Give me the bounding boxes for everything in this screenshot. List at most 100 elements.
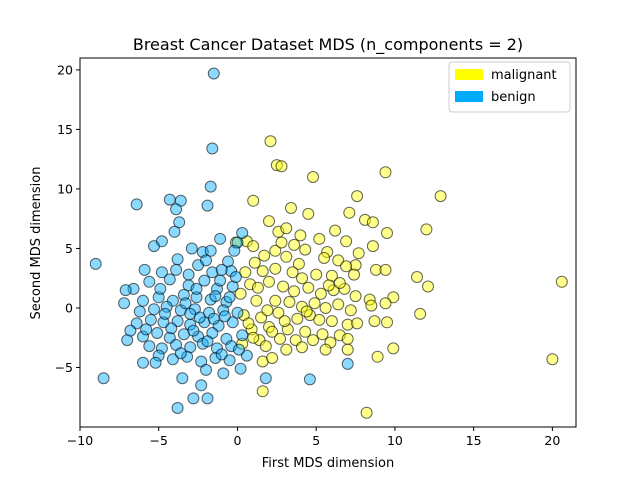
data-point-malignant [340, 260, 353, 273]
plot-frame [79, 57, 577, 428]
data-point-malignant [322, 279, 335, 292]
data-point-malignant [269, 294, 282, 307]
data-point-malignant [379, 297, 392, 310]
data-point-benign [226, 316, 239, 329]
data-point-malignant [422, 280, 434, 293]
data-point-benign [204, 180, 217, 193]
x-tick-label: 0 [233, 433, 241, 448]
data-point-benign [217, 367, 230, 380]
data-point-benign [240, 349, 253, 362]
data-point-benign [155, 342, 168, 355]
data-point-malignant [366, 240, 379, 253]
data-point-benign [223, 291, 236, 304]
y-tick-label: −5 [55, 360, 73, 375]
data-point-malignant [302, 281, 315, 294]
data-point-benign [195, 379, 208, 392]
data-point-malignant [272, 306, 285, 319]
data-point-benign [184, 307, 197, 320]
data-point-malignant [319, 343, 332, 356]
data-point-malignant [352, 247, 365, 260]
data-point-benign [201, 392, 214, 405]
data-point-benign [176, 372, 189, 385]
data-point-malignant [555, 275, 568, 288]
data-point-malignant [280, 250, 293, 263]
data-point-malignant [314, 287, 327, 300]
data-point-malignant [340, 235, 353, 248]
data-point-malignant [349, 290, 362, 303]
data-point-malignant [256, 265, 269, 278]
data-point-malignant [266, 325, 279, 338]
data-point-benign [206, 142, 219, 155]
data-point-malignant [348, 268, 360, 281]
data-point-malignant [387, 342, 400, 355]
data-point-benign [259, 372, 272, 385]
data-point-benign [154, 282, 167, 295]
legend: malignant benign [448, 61, 571, 113]
data-point-benign [303, 373, 316, 386]
data-point-benign [203, 306, 216, 319]
data-point-benign [170, 263, 183, 276]
data-point-malignant [370, 263, 382, 276]
data-point-malignant [351, 317, 364, 330]
data-point-malignant [269, 244, 282, 257]
data-point-malignant [325, 315, 338, 328]
data-point-malignant [321, 246, 334, 258]
legend-label-malignant: malignant [491, 68, 557, 83]
y-tick-label: 15 [57, 122, 73, 137]
data-point-malignant [546, 353, 559, 366]
data-point-malignant [247, 331, 260, 344]
data-point-malignant [341, 332, 354, 345]
x-tick-label: −10 [67, 433, 93, 448]
data-point-benign [218, 310, 231, 323]
data-point-malignant [365, 299, 378, 312]
data-point-malignant [280, 343, 293, 356]
data-point-benign [130, 198, 143, 211]
data-point-benign [198, 274, 211, 287]
data-point-benign [160, 300, 173, 313]
data-point-malignant [299, 325, 312, 338]
data-point-benign [173, 216, 186, 229]
data-point-benign [182, 268, 195, 281]
y-tick-label: 5 [65, 241, 73, 256]
data-point-malignant [332, 254, 345, 267]
data-point-benign [211, 342, 223, 355]
legend-swatch-malignant [455, 69, 483, 80]
data-point-malignant [434, 190, 447, 203]
x-tick-label: 15 [466, 433, 482, 448]
data-point-malignant [263, 275, 275, 288]
data-point-benign [97, 372, 110, 385]
y-axis-label: Second MDS dimension [29, 167, 44, 320]
data-point-malignant [259, 340, 272, 353]
data-point-malignant [283, 296, 296, 308]
data-point-benign [140, 323, 153, 336]
data-point-benign [137, 330, 149, 343]
data-point-benign [200, 254, 212, 267]
data-point-malignant [247, 194, 260, 207]
data-point-malignant [381, 227, 393, 239]
data-point-malignant [294, 229, 307, 242]
data-point-malignant [261, 304, 274, 317]
x-tick-label: 20 [544, 433, 560, 448]
data-point-malignant [414, 307, 427, 320]
data-point-benign [181, 350, 194, 363]
data-point-benign [163, 193, 176, 206]
data-point-malignant [263, 215, 275, 228]
data-point-malignant [258, 249, 271, 262]
data-point-malignant [366, 216, 379, 229]
data-point-benign [236, 329, 249, 342]
data-point-malignant [242, 317, 255, 330]
data-point-malignant [349, 259, 362, 272]
data-point-malignant [286, 266, 299, 279]
data-point-malignant [411, 271, 423, 283]
data-point-benign [215, 348, 228, 361]
data-point-malignant [275, 160, 288, 173]
data-point-benign [174, 347, 187, 360]
data-point-malignant [316, 328, 329, 341]
data-point-benign [138, 263, 151, 276]
data-point-benign [201, 199, 214, 212]
data-point-benign [171, 402, 184, 414]
legend-label-benign: benign [491, 90, 536, 105]
data-point-malignant [381, 316, 393, 329]
data-point-benign [236, 227, 249, 239]
data-point-malignant [280, 222, 293, 235]
